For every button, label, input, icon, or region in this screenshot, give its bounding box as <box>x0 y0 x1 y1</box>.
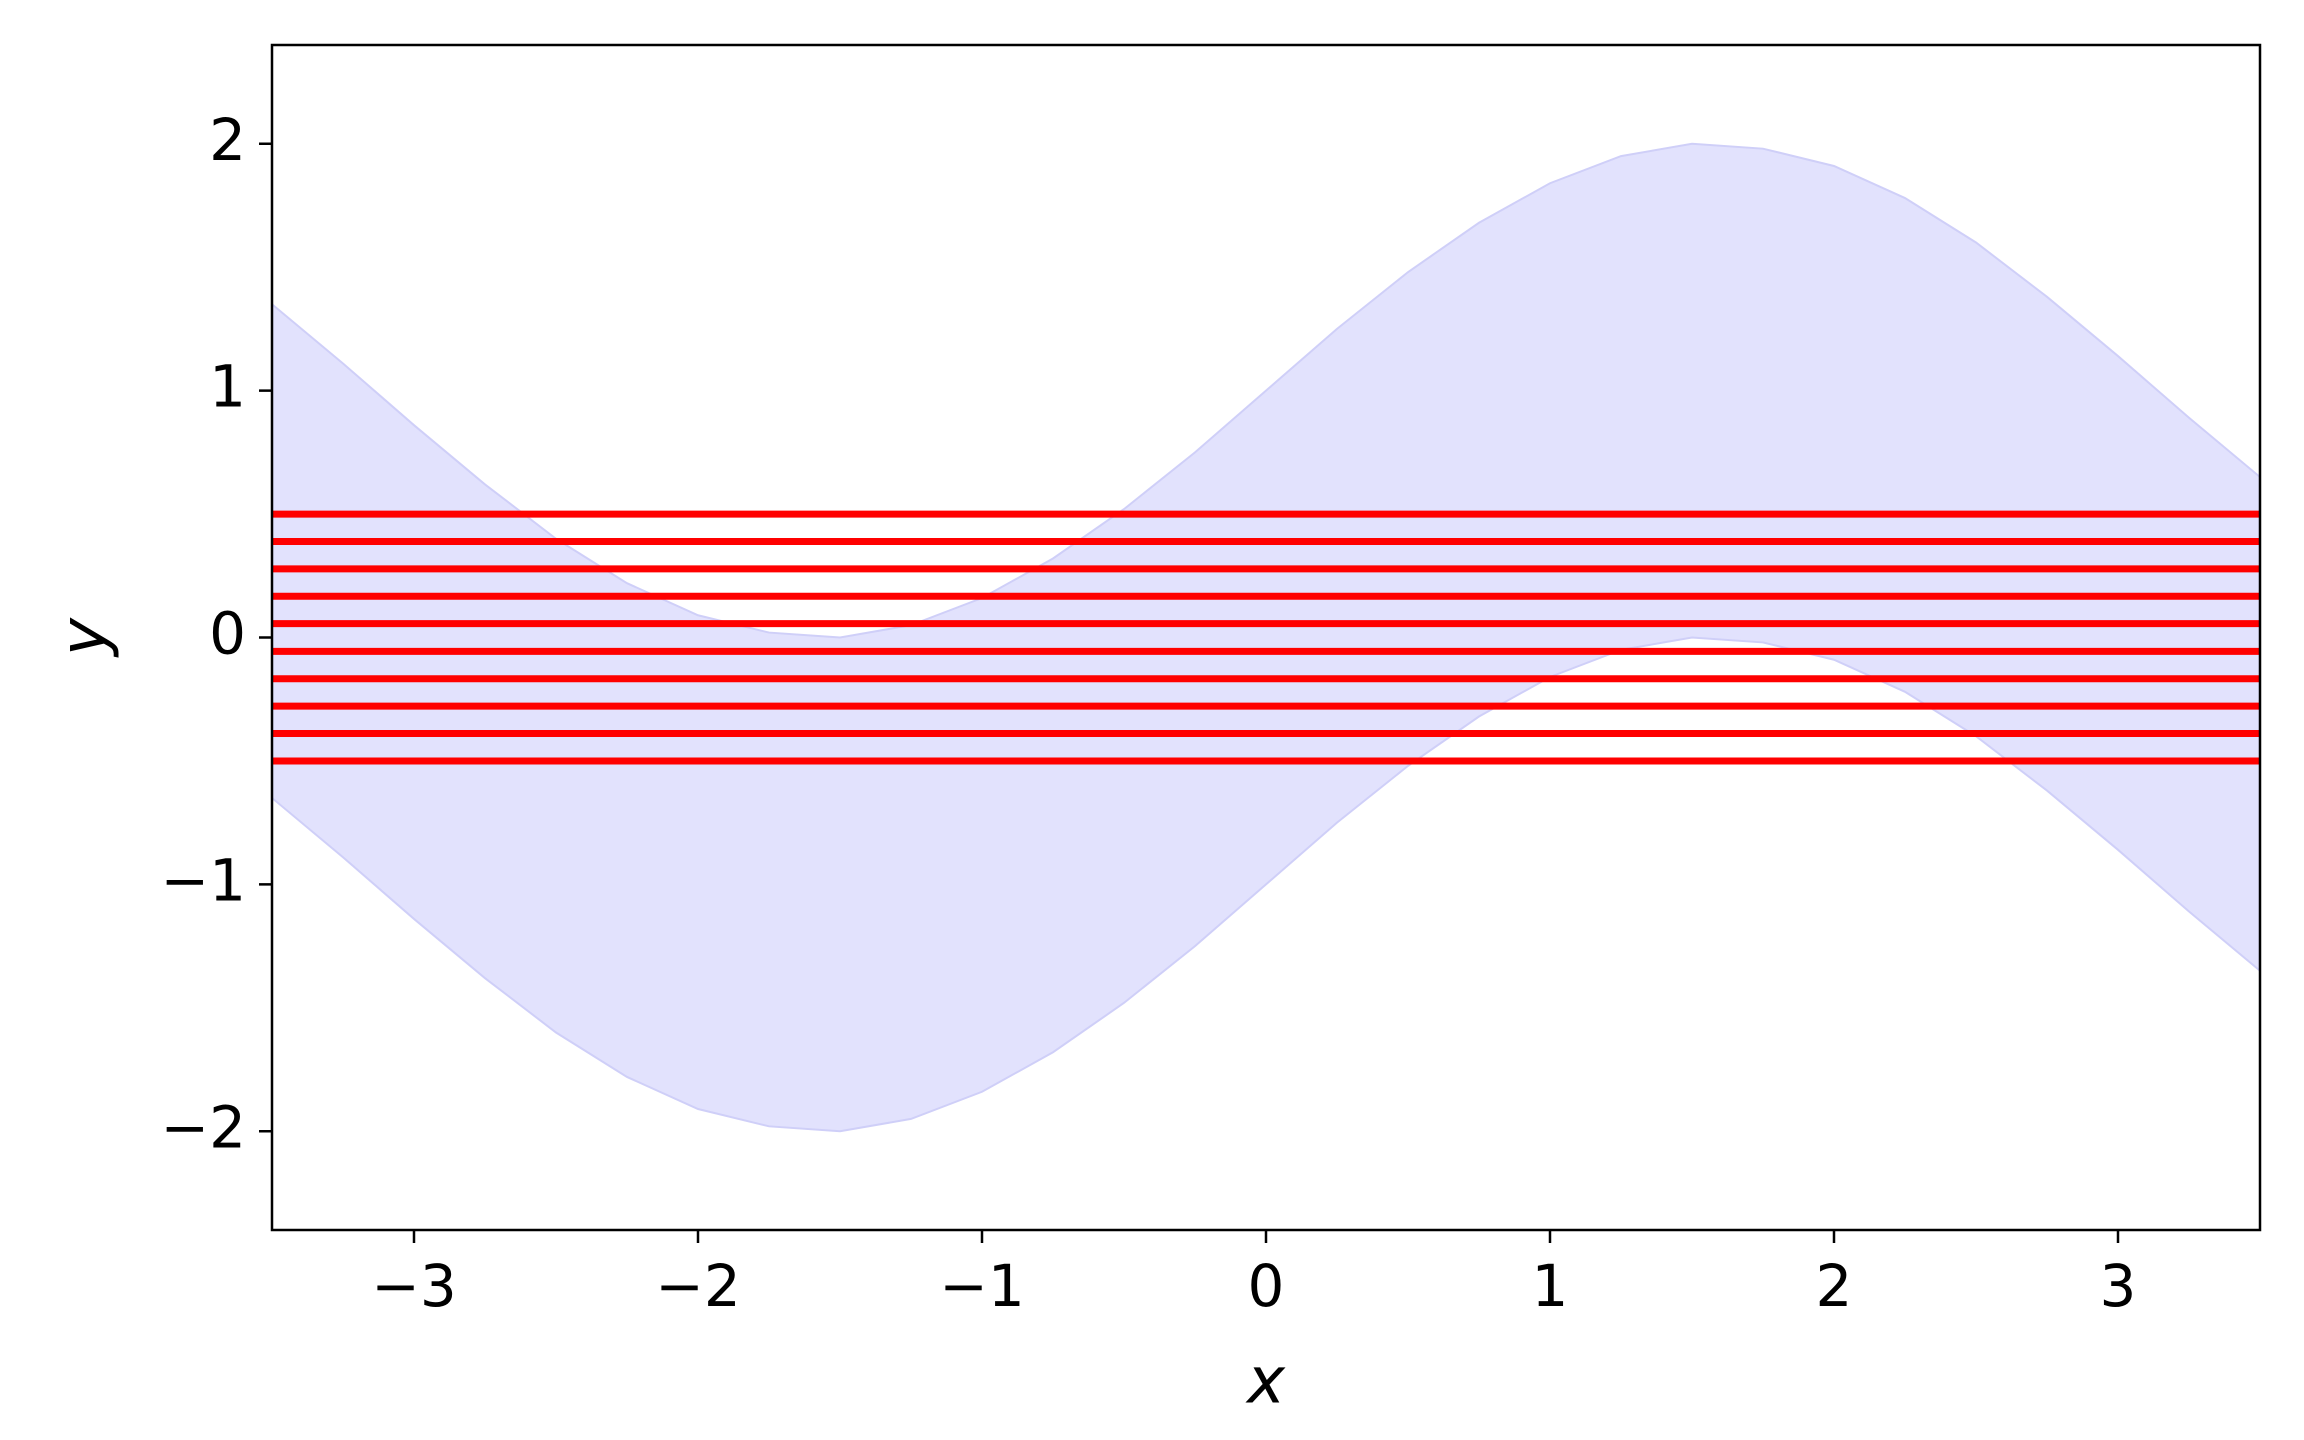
x-tick-label: −1 <box>939 1252 1025 1320</box>
y-tick-label: 2 <box>209 106 246 174</box>
y-axis-label: y <box>48 617 122 658</box>
y-tick-label: −2 <box>161 1093 247 1161</box>
x-axis-label: x <box>1245 1345 1286 1419</box>
x-tick-label: −3 <box>371 1252 457 1320</box>
band-area <box>271 142 2261 1133</box>
x-tick-label: 2 <box>1816 1252 1853 1320</box>
y-tick-label: 1 <box>209 353 246 421</box>
y-tick-label: 0 <box>209 600 246 668</box>
x-tick-label: 1 <box>1532 1252 1569 1320</box>
x-tick-label: 0 <box>1248 1252 1285 1320</box>
x-tick-label: −2 <box>655 1252 741 1320</box>
x-tick-label: 3 <box>2100 1252 2137 1320</box>
y-tick-label: −1 <box>161 846 247 914</box>
